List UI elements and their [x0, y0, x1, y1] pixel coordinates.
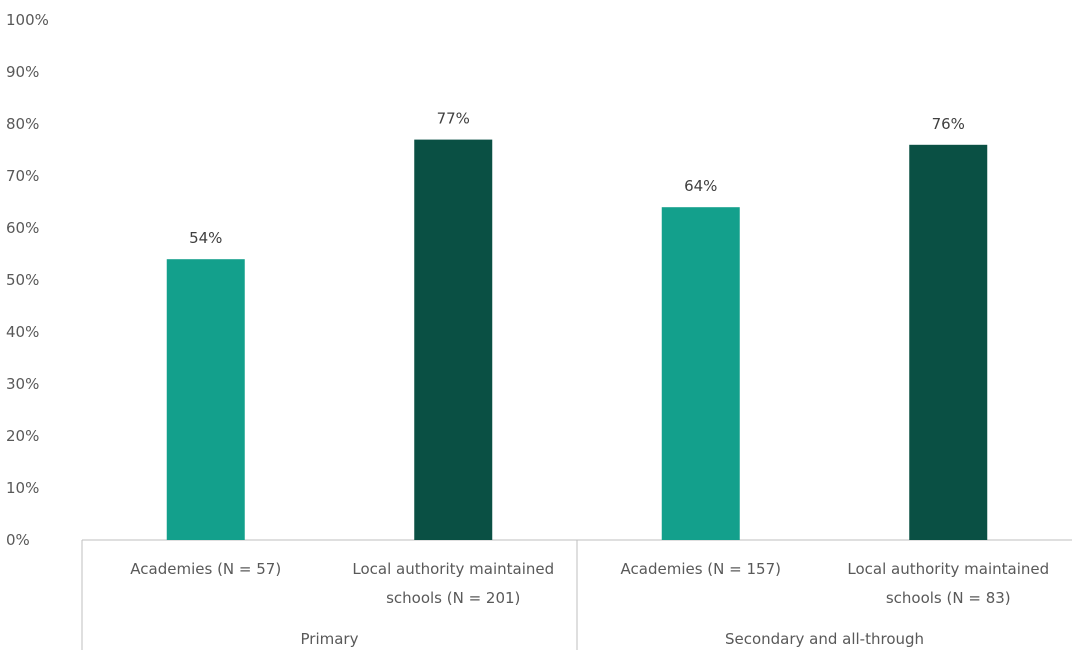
group-label: Secondary and all-through: [725, 630, 924, 648]
y-tick-label: 80%: [6, 115, 39, 133]
y-tick-label: 70%: [6, 167, 39, 185]
y-tick-label: 30%: [6, 375, 39, 393]
category-label: Academies (N = 57): [130, 560, 281, 578]
y-tick-label: 60%: [6, 219, 39, 237]
bar: [661, 207, 740, 540]
category-label: schools (N = 83): [886, 589, 1011, 607]
y-tick-label: 50%: [6, 271, 39, 289]
bar: [414, 139, 493, 540]
y-tick-label: 10%: [6, 479, 39, 497]
bar: [166, 259, 245, 540]
category-label: Local authority maintained: [847, 560, 1049, 578]
data-label: 77%: [437, 110, 470, 128]
data-label: 54%: [189, 229, 222, 247]
category-label: schools (N = 201): [386, 589, 520, 607]
y-tick-label: 20%: [6, 427, 39, 445]
data-label: 64%: [684, 177, 717, 195]
category-label: Academies (N = 157): [621, 560, 781, 578]
group-label: Primary: [301, 630, 359, 648]
data-label: 76%: [932, 115, 965, 133]
bar: [909, 144, 988, 541]
y-tick-label: 40%: [6, 323, 39, 341]
y-tick-label: 100%: [6, 11, 49, 29]
category-label: Local authority maintained: [352, 560, 554, 578]
y-tick-label: 0%: [6, 531, 30, 549]
y-tick-label: 90%: [6, 63, 39, 81]
